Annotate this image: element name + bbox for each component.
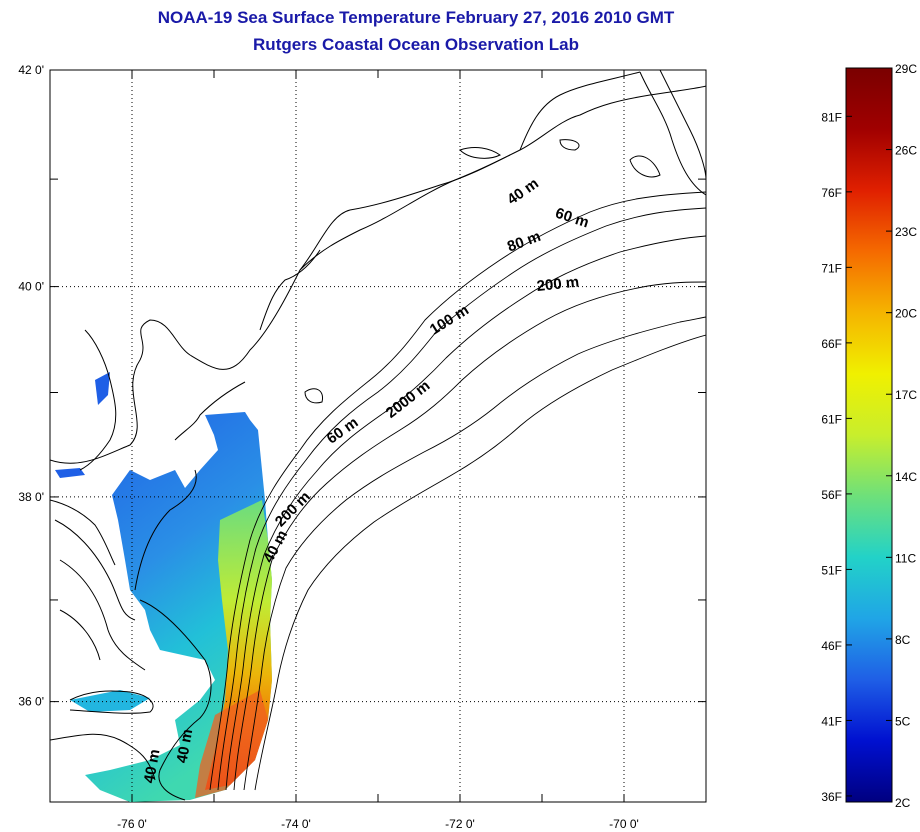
celsius-label: 20C xyxy=(895,307,917,321)
celsius-label: 11C xyxy=(895,551,916,565)
longitude-labels: -76 0' -74 0' -72 0' -70 0' xyxy=(117,817,639,831)
latitude-labels: 42 0' 40 0' 38 0' 36 0' xyxy=(18,63,44,709)
celsius-label: 2C xyxy=(895,796,911,810)
celsius-label: 17C xyxy=(895,388,917,402)
latitude-label: 38 0' xyxy=(18,490,44,504)
celsius-label: 8C xyxy=(895,633,911,647)
contour-label: 200 m xyxy=(536,274,580,295)
fahrenheit-label: 81F xyxy=(821,110,842,124)
celsius-label: 29C xyxy=(895,62,917,76)
lat-lon-grid xyxy=(50,70,706,802)
fahrenheit-label: 76F xyxy=(821,186,842,200)
fahrenheit-label: 66F xyxy=(821,337,842,351)
colorbar: 36F 41F 46F 51F 56F 61F 66F 71F 76F 81F 2C 5C 8C 11C… xyxy=(821,62,917,810)
fahrenheit-label: 71F xyxy=(821,261,842,275)
contour-label: 40 m xyxy=(174,728,197,765)
coastlines xyxy=(50,71,706,801)
bathymetry-contours xyxy=(209,191,706,791)
celsius-label: 23C xyxy=(895,225,917,239)
celsius-label: 5C xyxy=(895,714,911,728)
longitude-label: -72 0' xyxy=(445,817,475,831)
fahrenheit-label: 56F xyxy=(821,488,842,502)
colorbar-fahrenheit-labels: 36F 41F 46F 51F 56F 61F 66F 71F 76F 81F xyxy=(821,110,852,804)
latitude-label: 36 0' xyxy=(18,695,44,709)
axis-ticks xyxy=(49,69,707,803)
island-outlines xyxy=(304,70,706,404)
fahrenheit-label: 51F xyxy=(821,563,842,577)
longitude-label: -70 0' xyxy=(609,817,639,831)
fahrenheit-label: 61F xyxy=(821,412,842,426)
celsius-label: 26C xyxy=(895,144,917,158)
colorbar-celsius-labels: 2C 5C 8C 11C 14C 17C 20C 23C 26C 29C xyxy=(886,62,917,810)
map-subtitle: Rutgers Coastal Ocean Observation Lab xyxy=(253,35,579,54)
fahrenheit-label: 41F xyxy=(821,714,842,728)
fahrenheit-label: 46F xyxy=(821,639,842,653)
celsius-label: 14C xyxy=(895,470,917,484)
map-title: NOAA-19 Sea Surface Temperature February… xyxy=(157,8,675,27)
fahrenheit-label: 36F xyxy=(821,790,842,804)
map-frame xyxy=(49,69,707,803)
colorbar-gradient xyxy=(845,67,893,803)
latitude-label: 40 0' xyxy=(18,280,44,294)
latitude-label: 42 0' xyxy=(18,63,44,77)
longitude-label: -74 0' xyxy=(281,817,311,831)
contour-label: 40 m xyxy=(141,748,164,785)
longitude-label: -76 0' xyxy=(117,817,147,831)
